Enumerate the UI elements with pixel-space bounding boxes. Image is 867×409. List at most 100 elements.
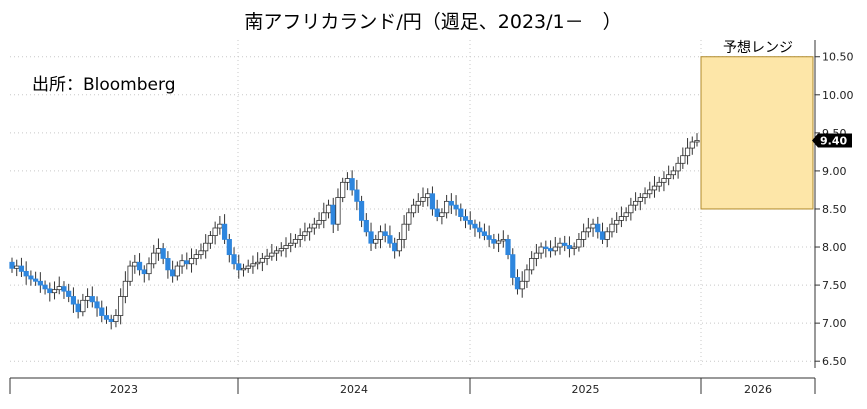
candle	[240, 263, 247, 277]
axes	[9, 40, 820, 394]
candle	[557, 237, 563, 255]
candle	[283, 237, 289, 258]
candle	[80, 293, 86, 317]
candle	[543, 240, 549, 258]
candle-body	[288, 242, 294, 246]
candle	[335, 188, 341, 231]
candle	[524, 264, 530, 288]
candle	[590, 218, 596, 237]
candle-body	[614, 219, 620, 225]
candle-body	[538, 246, 544, 254]
y-tick-label: 8.00	[822, 241, 847, 254]
candle-body	[122, 280, 128, 297]
candle-body	[75, 303, 81, 313]
candle-body	[401, 223, 407, 240]
y-tick-label: 8.50	[822, 203, 847, 216]
candle-body	[212, 227, 218, 237]
candle-body	[193, 254, 199, 259]
candle-body	[118, 296, 124, 316]
candle	[155, 238, 162, 261]
candle	[23, 261, 29, 285]
candle	[226, 233, 232, 263]
candle	[273, 246, 280, 261]
candle-body	[448, 200, 454, 206]
candle	[302, 222, 308, 242]
candle-body	[160, 248, 166, 259]
candle	[614, 212, 620, 234]
candle	[420, 187, 426, 207]
candle	[684, 138, 691, 165]
candle-body	[500, 239, 506, 242]
candle	[42, 280, 48, 295]
y-tick-label: 7.00	[822, 317, 847, 330]
candle	[448, 193, 454, 214]
candle	[259, 252, 265, 272]
candle	[269, 243, 275, 261]
candle	[66, 283, 72, 303]
candle-body	[226, 239, 232, 256]
candle-body	[292, 239, 299, 244]
candle	[477, 221, 483, 239]
candle	[174, 261, 180, 281]
candle-body	[595, 223, 601, 233]
candle-body	[420, 197, 426, 202]
candle	[472, 219, 478, 237]
candle	[9, 257, 15, 273]
candle-body	[94, 301, 100, 309]
candle	[221, 214, 228, 244]
candle-body	[505, 239, 511, 256]
candle	[340, 177, 346, 203]
candle-body	[28, 275, 34, 280]
candle-body	[302, 231, 308, 237]
candle-body	[425, 193, 431, 198]
candle	[599, 222, 606, 244]
candle-body	[632, 200, 639, 206]
candle	[632, 192, 639, 211]
candle	[75, 299, 81, 319]
candle	[623, 207, 629, 222]
candle	[689, 136, 695, 155]
candle-body	[618, 216, 625, 221]
candle	[207, 231, 214, 249]
candle-body	[236, 263, 242, 271]
candle-body	[477, 227, 483, 233]
candle	[505, 234, 511, 260]
candle	[198, 243, 204, 260]
candle	[387, 225, 393, 248]
candle	[193, 249, 199, 266]
candle	[467, 211, 473, 230]
candle-body	[80, 299, 86, 313]
candle	[491, 233, 497, 249]
candle-body	[297, 235, 303, 240]
candle-body	[373, 239, 379, 244]
candle-body	[533, 252, 539, 259]
candle-body	[146, 263, 152, 275]
candle	[151, 244, 157, 269]
candle-body	[127, 265, 133, 282]
candle	[368, 222, 374, 251]
candle-body	[340, 181, 346, 198]
candle	[675, 156, 681, 179]
candle	[170, 260, 176, 283]
candle-body	[184, 260, 190, 265]
candle	[661, 171, 667, 192]
candle-body	[656, 181, 662, 187]
candle-body	[151, 252, 157, 265]
last-price-marker	[812, 133, 852, 148]
candle	[297, 228, 303, 248]
candle	[160, 243, 166, 265]
candle	[434, 199, 440, 222]
candle	[14, 259, 20, 277]
y-tick-label: 7.50	[822, 279, 847, 292]
candle	[18, 257, 25, 278]
candle	[61, 281, 67, 299]
candle	[670, 166, 676, 180]
candle-body	[585, 227, 591, 233]
candle-body	[604, 231, 610, 240]
candle-body	[581, 231, 587, 240]
candle-body	[23, 270, 29, 277]
candle-body	[108, 318, 114, 323]
candle-body	[628, 204, 634, 214]
candle	[566, 236, 573, 258]
candle	[132, 254, 138, 274]
